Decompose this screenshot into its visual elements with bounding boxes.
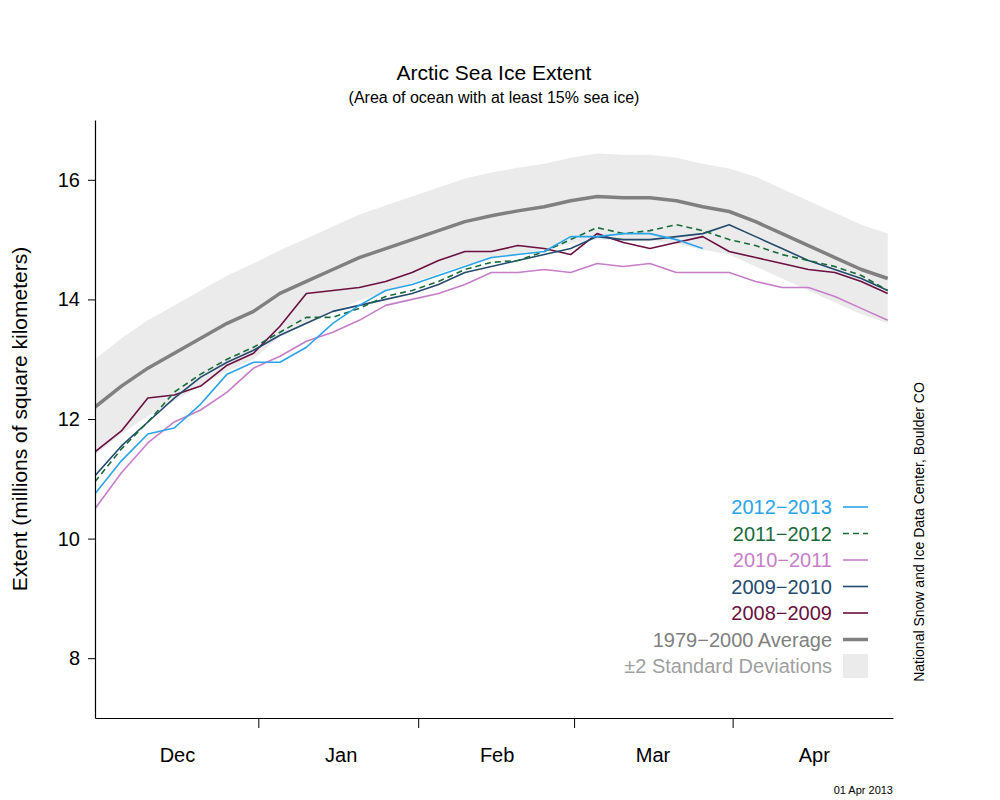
source-note: National Snow and Ice Data Center, Bould… (911, 382, 927, 682)
chart-svg: 8 10 12 14 16 Dec Jan Feb Mar Apr Arctic Sea Ice E… (0, 0, 1000, 800)
y-tick-mark (88, 180, 95, 181)
y-tick-label: 14 (58, 288, 80, 310)
x-tick: Dec (160, 718, 196, 766)
y-tick-mark (88, 419, 95, 420)
month-separator (418, 718, 419, 728)
month-separator (258, 718, 259, 728)
x-tick-label: Feb (480, 744, 514, 766)
legend-label: 2011−2012 (733, 523, 832, 545)
x-tick: Feb (480, 718, 514, 766)
legend-swatch (843, 533, 868, 535)
legend-swatch (843, 654, 868, 678)
y-tick-mark (88, 539, 95, 540)
x-tick-label: Jan (325, 744, 357, 766)
legend-label: 2008−2009 (731, 602, 832, 624)
legend: 2012−2013 2011−2012 2010−2011 2009−2010 2008… (624, 496, 868, 678)
y-tick-label: 12 (58, 408, 80, 430)
month-separator (733, 718, 734, 728)
x-tick-label: Mar (636, 744, 671, 766)
series-line (95, 225, 888, 482)
y-axis-line (95, 121, 96, 719)
series-line (95, 264, 888, 509)
legend-label: 2010−2011 (733, 549, 832, 571)
y-tick: 14 (58, 288, 95, 310)
y-axis-title: Extent (millions of square kilometers) (8, 247, 31, 591)
plot-area (95, 153, 888, 508)
x-tick: Mar (636, 718, 671, 766)
y-axis: 8 10 12 14 16 (58, 121, 96, 719)
legend-label: 2012−2013 (731, 496, 832, 518)
background (0, 0, 1000, 800)
sd-band (95, 153, 888, 454)
series-line (95, 225, 888, 476)
legend-swatch (843, 586, 868, 588)
legend-swatch (843, 506, 868, 508)
x-tick-label: Apr (799, 744, 830, 766)
y-tick: 10 (58, 528, 95, 550)
y-tick: 12 (58, 408, 95, 430)
x-axis: Dec Jan Feb Mar Apr (96, 718, 894, 766)
y-tick-mark (88, 658, 95, 659)
series-line (95, 234, 703, 494)
legend-swatch (843, 612, 868, 614)
y-tick-label: 10 (58, 528, 80, 550)
legend-label: ±2 Standard Deviations (624, 655, 832, 677)
title: Arctic Sea Ice Extent (397, 61, 592, 84)
x-tick: Apr (799, 718, 830, 766)
legend-label: 2009−2010 (731, 576, 832, 598)
legend-swatch (843, 559, 868, 561)
date-note: 01 Apr 2013 (834, 784, 893, 796)
y-tick-label: 8 (69, 647, 80, 669)
y-tick: 16 (58, 169, 95, 191)
subtitle: (Area of ocean with at least 15% sea ice… (349, 89, 640, 106)
month-separator (574, 718, 575, 728)
x-tick-label: Dec (160, 744, 196, 766)
legend-label: 1979−2000 Average (653, 629, 832, 651)
x-tick: Jan (325, 718, 357, 766)
y-tick-label: 16 (58, 169, 80, 191)
y-tick: 8 (69, 647, 95, 669)
legend-swatch (843, 638, 868, 642)
x-axis-line (96, 718, 894, 719)
chart-container: 8 10 12 14 16 Dec Jan Feb Mar Apr Arctic Sea Ice E… (0, 0, 1000, 800)
y-tick-mark (88, 299, 95, 300)
